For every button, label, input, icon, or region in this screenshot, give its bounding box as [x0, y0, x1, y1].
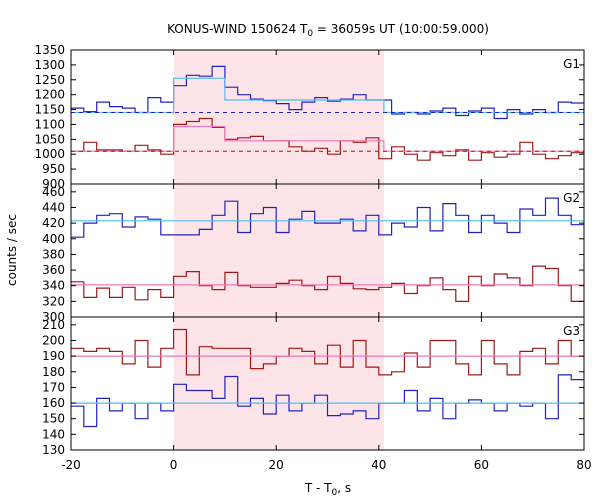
x-tick-label: -20	[61, 458, 81, 472]
x-tick-label: 40	[371, 458, 386, 472]
panel-g1-ytick-label: 1050	[34, 132, 65, 146]
panel-g1-ytick-label: 900	[42, 177, 65, 191]
panel-g1-red-series	[71, 117, 584, 161]
x-tick-label: 80	[576, 458, 591, 472]
x-tick-label: 0	[170, 458, 178, 472]
panel-g3-ytick-label: 150	[42, 412, 65, 426]
panel-g3-label: G3	[563, 324, 580, 338]
panel-g1-ytick-label: 1150	[34, 103, 65, 117]
panel-g2-ytick-label: 420	[42, 216, 65, 230]
panel-g3-frame	[70, 316, 585, 451]
chart-title-main: KONUS-WIND 150624 T	[167, 22, 308, 36]
panel-g3-ytick-label: 170	[42, 380, 65, 394]
panel-g2-ytick-label: 400	[42, 232, 65, 246]
chart-title-rest: = 36059s UT (10:00:59.000)	[313, 22, 489, 36]
y-axis-label: counts / sec	[5, 214, 19, 286]
plot-data-series	[71, 65, 584, 428]
burst-interval-shading	[173, 50, 384, 450]
panel-g3-ytick-label: 190	[42, 349, 65, 363]
panel-g3-ytick-label: 180	[42, 365, 65, 379]
panel-g2-blue-series	[71, 197, 584, 238]
panel-g1-ytick-label: 1200	[34, 88, 65, 102]
panel-g3-ytick-label: 210	[42, 318, 65, 332]
x-axis-label: T - T0, s	[304, 481, 351, 498]
panel-g1-ytick-label: 1350	[34, 43, 65, 57]
panel-g1-red-background-fit	[71, 125, 584, 152]
panel-g2-ytick-label: 300	[42, 310, 65, 324]
x-axis-label-rest: , s	[337, 481, 351, 495]
chart-title-subscript: 0	[307, 29, 313, 39]
x-tick-label: 20	[269, 458, 284, 472]
panel-g2-ytick-label: 360	[42, 263, 65, 277]
panel-g3-ytick-label: 130	[42, 443, 65, 457]
panel-g1-label: G1	[563, 57, 580, 71]
panel-g2-red-series	[71, 265, 584, 302]
panel-g1-ytick-label: 1100	[34, 117, 65, 131]
panel-g2-ytick-label: 320	[42, 294, 65, 308]
panel-g1-blue-series	[71, 65, 584, 120]
panel-g1-blue-background-fit	[71, 77, 584, 114]
plot-axes: 90095010001050110011501200125013001350G1…	[34, 43, 591, 472]
x-axis-label-subscript: 0	[332, 488, 338, 498]
panel-g2-shaded-interval	[173, 184, 384, 317]
panel-g2-label: G2	[563, 191, 580, 205]
panel-g1-shaded-interval	[173, 50, 384, 184]
panel-g2-ytick-label: 340	[42, 279, 65, 293]
panel-g1-ytick-label: 1300	[34, 58, 65, 72]
panel-g3-red-series	[71, 328, 584, 376]
panel-g1-ytick-label: 1250	[34, 73, 65, 87]
panel-g3-ytick-label: 200	[42, 333, 65, 347]
panel-g3-ytick-label: 140	[42, 427, 65, 441]
x-axis-label-main: T - T	[304, 481, 332, 495]
panel-g1-ytick-label: 1000	[34, 147, 65, 161]
panel-g2-ytick-label: 460	[42, 185, 65, 199]
x-tick-label: 60	[474, 458, 489, 472]
panel-g1-ytick-label: 950	[42, 162, 65, 176]
panel-g2-ytick-label: 440	[42, 200, 65, 214]
panel-g3-ytick-label: 160	[42, 396, 65, 410]
panel-g2-ytick-label: 380	[42, 247, 65, 261]
panel-g3-shaded-interval	[173, 317, 384, 450]
chart-title: KONUS-WIND 150624 T0 = 36059s UT (10:00:…	[167, 22, 489, 39]
